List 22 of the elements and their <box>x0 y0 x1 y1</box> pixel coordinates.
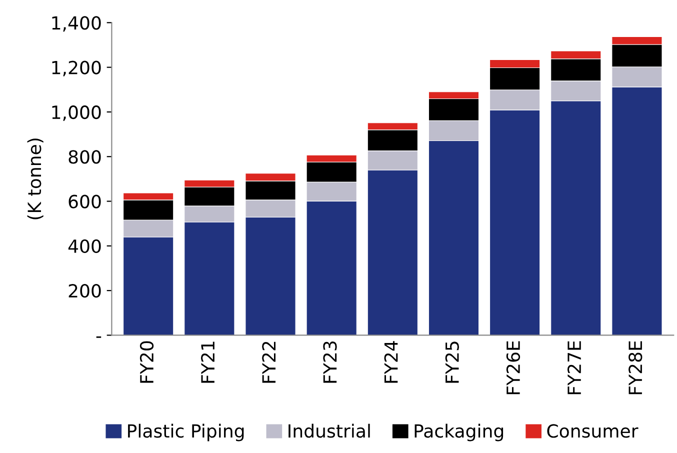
legend-label: Plastic Piping <box>128 424 244 442</box>
x-tick-label: FY26E <box>506 341 520 394</box>
x-tick-label: FY25 <box>445 342 459 383</box>
x-tick-label: FY24 <box>384 341 398 383</box>
x-tick-label: FY21 <box>201 342 214 383</box>
x-tick-label: FY20 <box>140 341 154 383</box>
y-tick-label: 800 <box>68 150 101 164</box>
x-tick-label: FY23 <box>323 342 337 383</box>
legend-label: Industrial <box>288 424 370 438</box>
x-tick-label: FY27E <box>567 341 581 394</box>
legend-label: Packaging <box>414 424 504 442</box>
y-tick-label: 200 <box>68 284 101 298</box>
y-tick-label: 1,400 <box>52 16 101 32</box>
y-tick-label: 1,000 <box>52 105 101 121</box>
y-tick-label: 1,200 <box>52 60 101 76</box>
y-axis-title: (K tonne) <box>27 138 44 220</box>
x-tick-label: FY28E <box>628 341 642 394</box>
y-tick-label: 400 <box>68 239 101 254</box>
y-tick-label: - <box>96 336 102 338</box>
x-tick-label: FY22 <box>262 342 276 383</box>
legend-label: Consumer <box>547 424 638 438</box>
y-tick-label: 600 <box>68 194 101 208</box>
